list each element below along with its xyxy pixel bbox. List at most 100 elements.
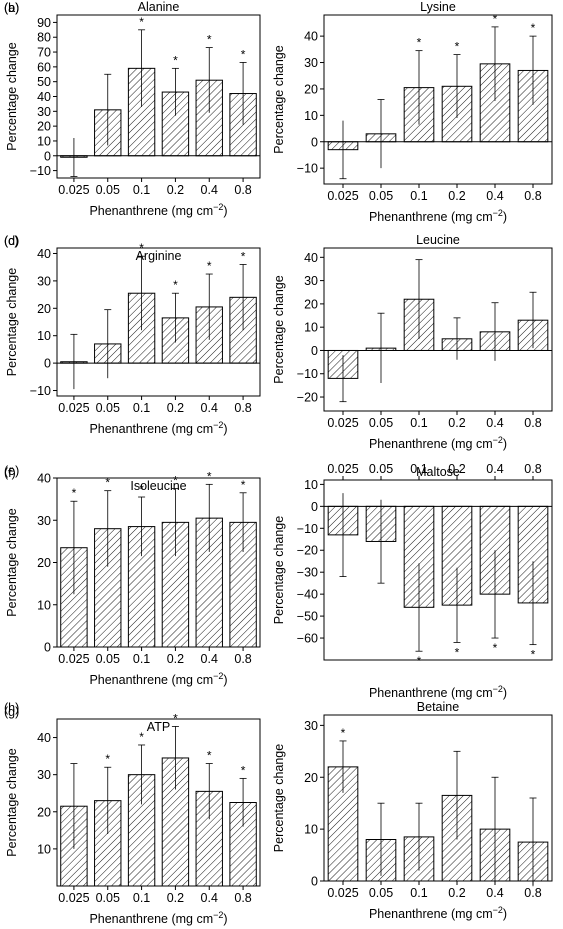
x-tick-label: 0.05 [369, 462, 393, 476]
significance-marker: * [241, 249, 246, 263]
plot-frame [56, 247, 261, 397]
y-tick-label: 40 [37, 731, 51, 745]
chart-title: Isoleucine [130, 479, 186, 493]
chart-title: Lysine [420, 0, 456, 14]
x-axis-label-close: ) [503, 437, 507, 451]
chart-title: Alanine [138, 0, 180, 14]
significance-marker: * [417, 36, 422, 50]
x-tick-label: 0.025 [58, 891, 89, 905]
y-tick-label: −30 [297, 566, 318, 580]
x-tick-label: 0.1 [133, 183, 150, 197]
significance-marker: * [139, 482, 144, 496]
x-axis-label-exponent: −2 [213, 202, 223, 212]
y-tick-label: 0 [44, 149, 51, 163]
y-tick-label: 10 [37, 134, 51, 148]
x-tick-label: 0.8 [524, 189, 541, 203]
x-axis-label-text: Phenanthrene (mg cm [369, 210, 493, 224]
y-tick-label: −20 [297, 544, 318, 558]
y-tick-label: 40 [37, 472, 51, 486]
chart-panel: (e) Isoleucine 0 10 20 30 40 Percentage change *… [4, 464, 261, 687]
x-axis-label: Phenanthrene (mg cm−2) [89, 910, 227, 926]
x-tick-label: 0.1 [133, 652, 150, 666]
x-axis-label-text: Phenanthrene (mg cm [369, 907, 493, 921]
chart-title: Arginine [136, 249, 182, 263]
chart-panel: (c) Arginine −10 0 10 20 30 40 Percentage change… [4, 234, 261, 436]
x-tick-label: 0.1 [410, 416, 427, 430]
x-axis-label-exponent: −2 [213, 910, 223, 920]
chart-title: Maltose [416, 465, 460, 479]
x-tick-label: 0.05 [96, 891, 120, 905]
chart-title: ATP [147, 720, 170, 734]
y-tick-label: 50 [37, 75, 51, 89]
panel-label: (g) [4, 705, 19, 719]
x-tick-label: 0.05 [369, 189, 393, 203]
x-axis-label-exponent: −2 [493, 905, 503, 915]
significance-marker: * [241, 763, 246, 777]
significance-marker: * [173, 278, 178, 292]
x-tick-label: 0.025 [327, 462, 358, 476]
significance-marker: * [241, 47, 246, 61]
x-axis-label: Phenanthrene (mg cm−2) [369, 435, 507, 451]
y-tick-label: 10 [37, 842, 51, 856]
y-tick-label: 20 [37, 556, 51, 570]
significance-marker: * [493, 641, 498, 655]
significance-marker: * [173, 53, 178, 67]
x-tick-label: 0.05 [369, 416, 393, 430]
panels-layer: (a) Alanine−100102030405060708090Percenta… [4, 0, 553, 926]
y-tick-label: 20 [37, 805, 51, 819]
x-axis-label: Phenanthrene (mg cm−2) [89, 671, 227, 687]
plot-frame [323, 479, 553, 661]
x-axis-label-text: Phenanthrene (mg cm [89, 422, 213, 436]
significance-marker: * [72, 486, 77, 500]
x-axis-label-close: ) [503, 210, 507, 224]
x-tick-label: 0.4 [201, 652, 218, 666]
x-tick-label: 0.1 [133, 891, 150, 905]
chart-panel: (g) ATP 10 20 30 40 Percentage change 0.025 * 0.0… [4, 705, 261, 926]
x-tick-label: 0.025 [58, 183, 89, 197]
significance-marker: * [493, 12, 498, 26]
x-axis-label-close: ) [223, 673, 227, 687]
y-tick-label: 0 [44, 641, 51, 655]
x-tick-label: 0.1 [133, 401, 150, 415]
y-tick-label: 40 [304, 251, 318, 265]
x-tick-label: 0.05 [96, 401, 120, 415]
x-tick-label: 0.4 [486, 189, 503, 203]
panel-label: (d) [4, 234, 19, 248]
significance-marker: * [173, 711, 178, 725]
y-tick-label: 0 [311, 344, 318, 358]
significance-marker: * [455, 40, 460, 54]
panel-label: (h) [4, 701, 19, 715]
x-tick-label: 0.1 [410, 189, 427, 203]
x-axis-label-text: Phenanthrene (mg cm [89, 673, 213, 687]
chart-title: Leucine [416, 233, 460, 247]
significance-marker: * [531, 648, 536, 662]
x-axis-label: Phenanthrene (mg cm−2) [369, 684, 507, 700]
x-axis-label-exponent: −2 [493, 684, 503, 694]
x-tick-label: 0.4 [201, 183, 218, 197]
x-axis-label: Phenanthrene (mg cm−2) [369, 208, 507, 224]
y-tick-label: −10 [297, 367, 318, 381]
significance-marker: * [105, 752, 110, 766]
x-axis-label-close: ) [503, 686, 507, 700]
x-axis-label: Phenanthrene (mg cm−2) [89, 202, 227, 218]
y-tick-label: 20 [304, 771, 318, 785]
x-tick-label: 0.4 [201, 891, 218, 905]
significance-marker: * [241, 478, 246, 492]
x-tick-label: 0.025 [327, 416, 358, 430]
significance-marker: * [417, 654, 422, 668]
x-tick-label: 0.2 [167, 891, 184, 905]
panel-label: (f) [4, 466, 16, 480]
y-tick-label: −10 [297, 522, 318, 536]
y-tick-label: 40 [37, 247, 51, 261]
y-tick-label: 40 [37, 90, 51, 104]
y-tick-label: 0 [311, 500, 318, 514]
plot-frame [323, 714, 553, 882]
significance-marker: * [139, 241, 144, 255]
x-axis-label-exponent: −2 [493, 208, 503, 218]
chart-panel: (f) Maltose−60−50−40−30−20−10010Percentag… [4, 462, 553, 700]
y-tick-label: 0 [311, 875, 318, 889]
y-tick-label: 10 [304, 321, 318, 335]
y-tick-label: −10 [30, 164, 51, 178]
